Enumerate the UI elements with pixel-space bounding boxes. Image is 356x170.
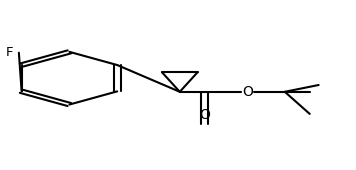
- Text: O: O: [242, 85, 253, 99]
- Text: O: O: [199, 108, 210, 122]
- Text: F: F: [6, 46, 14, 59]
